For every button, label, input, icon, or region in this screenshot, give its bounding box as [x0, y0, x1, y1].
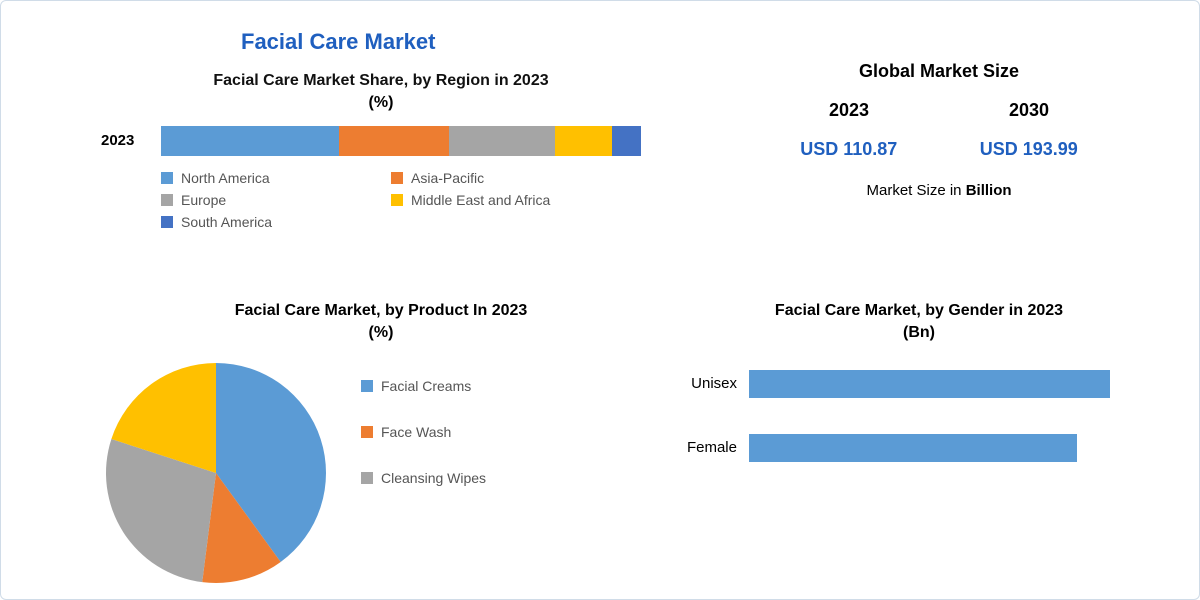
product-pie-subtitle: (%) — [101, 324, 661, 342]
gender-row: Female — [679, 434, 1159, 462]
region-share-title: Facial Care Market Share, by Region in 2… — [101, 71, 661, 92]
legend-swatch — [391, 194, 403, 206]
gender-bar-track — [749, 370, 1159, 398]
region-share-year-label: 2023 — [101, 132, 161, 149]
gms-note: Market Size in Billion — [759, 182, 1119, 199]
legend-label: Europe — [181, 192, 226, 208]
region-segment — [449, 126, 555, 156]
gender-bar — [749, 370, 1110, 398]
region-share-subtitle: (%) — [101, 94, 661, 112]
legend-swatch — [161, 216, 173, 228]
gender-label: Female — [679, 439, 749, 456]
gender-bar — [749, 434, 1077, 462]
legend-label: Middle East and Africa — [411, 192, 550, 208]
legend-swatch — [361, 380, 373, 392]
legend-item: Facial Creams — [361, 378, 486, 394]
legend-label: Cleansing Wipes — [381, 470, 486, 486]
global-market-size-block: Global Market Size 20232030 USD 110.87US… — [759, 61, 1119, 199]
legend-item: North America — [161, 170, 391, 186]
legend-swatch — [361, 426, 373, 438]
region-segment — [339, 126, 449, 156]
region-segment — [161, 126, 339, 156]
region-share-chart: Facial Care Market Share, by Region in 2… — [101, 71, 661, 230]
gms-years-row: 2023 2030 — [759, 100, 1119, 121]
region-segment — [555, 126, 613, 156]
gms-year: 2030 — [1009, 100, 1049, 121]
legend-item: South America — [161, 214, 391, 230]
gender-bar-chart: Facial Care Market, by Gender in 2023 (B… — [679, 301, 1159, 498]
main-title: Facial Care Market — [241, 29, 435, 55]
gender-rows: Unisex Female — [679, 370, 1159, 462]
gender-title: Facial Care Market, by Gender in 2023 — [679, 301, 1159, 322]
gms-note-bold: Billion — [966, 182, 1012, 199]
legend-item: Asia-Pacific — [391, 170, 621, 186]
legend-swatch — [391, 172, 403, 184]
gms-values-row: USD 110.87 USD 193.99 — [759, 121, 1119, 160]
legend-label: Asia-Pacific — [411, 170, 484, 186]
legend-item: Cleansing Wipes — [361, 470, 486, 486]
legend-swatch — [161, 172, 173, 184]
legend-item: Europe — [161, 192, 391, 208]
product-pie-chart: Facial Care Market, by Product In 2023 (… — [101, 301, 661, 588]
gender-label: Unisex — [679, 375, 749, 392]
region-share-legend: North America Asia-Pacific Europe Middle Ea… — [161, 170, 661, 230]
gms-value: USD 193.99 — [980, 139, 1078, 160]
legend-label: North America — [181, 170, 270, 186]
legend-label: South America — [181, 214, 272, 230]
legend-item: Middle East and Africa — [391, 192, 621, 208]
legend-swatch — [161, 194, 173, 206]
gms-year: 2023 — [829, 100, 869, 121]
region-segment — [612, 126, 641, 156]
gender-subtitle: (Bn) — [679, 324, 1159, 342]
gms-value: USD 110.87 — [800, 139, 897, 160]
gender-bar-track — [749, 434, 1159, 462]
legend-label: Facial Creams — [381, 378, 471, 394]
product-pie-svg-wrap — [101, 358, 331, 588]
legend-label: Face Wash — [381, 424, 451, 440]
gms-note-prefix: Market Size in — [866, 182, 965, 199]
region-share-bar — [161, 126, 641, 156]
legend-item: Face Wash — [361, 424, 486, 440]
gender-row: Unisex — [679, 370, 1159, 398]
product-pie-svg — [101, 358, 331, 588]
product-pie-title: Facial Care Market, by Product In 2023 — [101, 301, 661, 322]
product-pie-legend: Facial Creams Face Wash Cleansing Wipes — [361, 358, 486, 588]
gms-title: Global Market Size — [759, 61, 1119, 82]
legend-swatch — [361, 472, 373, 484]
